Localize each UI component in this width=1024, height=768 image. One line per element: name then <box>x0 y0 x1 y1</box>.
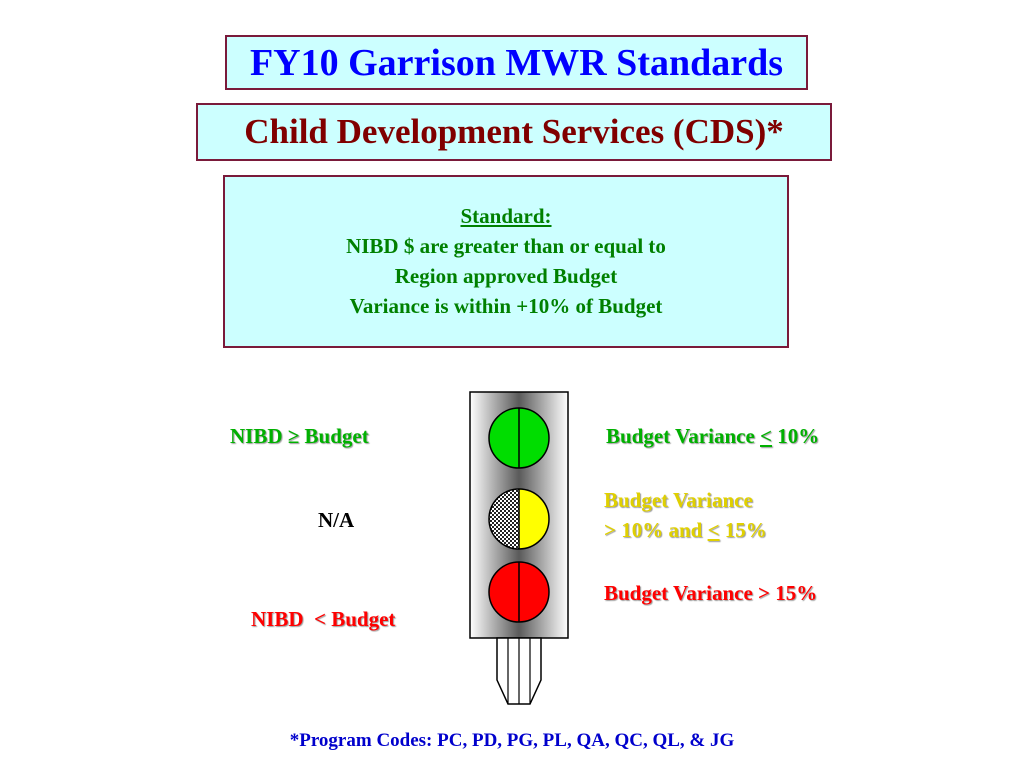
footer-note: *Program Codes: PC, PD, PG, PL, QA, QC, … <box>0 730 1024 752</box>
standard-line-3: Variance is within +10% of Budget <box>349 294 663 318</box>
right-label-yellow-line2-suffix: 15% <box>719 518 767 542</box>
left-label-middle: N/A <box>318 508 354 533</box>
right-label-red: Budget Variance > 15% <box>604 581 817 606</box>
green-lamp <box>488 407 550 469</box>
yellow-lamp <box>488 488 550 550</box>
right-label-yellow: Budget Variance > 10% and < 15% <box>604 485 767 545</box>
right-label-yellow-line1: Budget Variance <box>604 488 753 512</box>
page-title-text: FY10 Garrison MWR Standards <box>249 41 784 84</box>
right-label-red-text: Budget Variance > 15% <box>604 581 818 605</box>
right-label-green-symbol: < <box>760 424 772 448</box>
page-title: FY10 Garrison MWR Standards <box>225 35 808 90</box>
left-label-red: NIBD < Budget <box>230 582 395 657</box>
right-label-yellow-line2-prefix: > 10% and <box>604 518 708 542</box>
left-label-green-suffix: Budget <box>299 424 369 448</box>
left-label-red-text: NIBD < Budget <box>251 607 396 631</box>
yellow-lamp-na-half <box>489 489 519 549</box>
right-label-yellow-line2-symbol: < <box>707 518 720 542</box>
right-label-green-prefix: Budget Variance <box>606 424 761 448</box>
standard-line-1: NIBD $ are greater than or equal to <box>346 234 666 258</box>
right-label-green: Budget Variance < 10% <box>606 424 819 449</box>
page-subtitle: Child Development Services (CDS)* <box>196 103 832 161</box>
left-label-middle-text: N/A <box>318 508 355 532</box>
footer-note-text: *Program Codes: PC, PD, PG, PL, QA, QC, … <box>289 730 735 751</box>
left-label-green-symbol: ≥ <box>287 424 300 448</box>
red-lamp <box>488 561 550 623</box>
traffic-light <box>469 391 569 705</box>
page-subtitle-text: Child Development Services (CDS)* <box>244 112 784 151</box>
standard-heading: Standard: <box>460 204 552 228</box>
standard-line-2: Region approved Budget <box>394 264 618 288</box>
standard-box: Standard: NIBD $ are greater than or equ… <box>223 175 789 348</box>
left-label-green-prefix: NIBD <box>230 424 288 448</box>
right-label-green-suffix: 10% <box>771 424 820 448</box>
left-label-green: NIBD ≥ Budget <box>230 424 369 449</box>
